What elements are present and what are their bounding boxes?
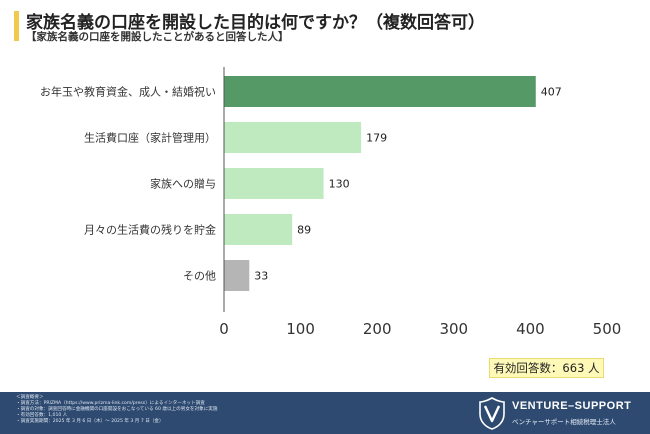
brand-name: VENTURE–SUPPORT: [512, 400, 632, 412]
bar-chart: お年玉や教育資金、成人・結婚祝い 407 生活費口座（家計管理用） 179 家族への贈与…: [40, 67, 622, 338]
x-tick-label: 200: [363, 320, 392, 338]
category-label: 月々の生活費の残りを貯金: [84, 223, 216, 237]
value-label: 130: [329, 178, 350, 191]
x-tick-label: 400: [516, 320, 545, 338]
footer-bar: ＜調査概要＞ ・調査方法：PRIZMA（https://www.prizma-li…: [0, 392, 650, 434]
brand-subtitle: ベンチャーサポート相続税理士法人: [512, 418, 616, 426]
chart-subtitle: 【家族名義の口座を開設したことがあると回答した人】: [26, 31, 289, 43]
bar: [224, 168, 324, 199]
x-tick-label: 0: [219, 320, 229, 338]
v-shield-logo-icon: [479, 397, 505, 430]
bar: [224, 122, 362, 153]
category-label: 生活費口座（家計管理用）: [84, 131, 216, 145]
value-label: 407: [541, 86, 562, 99]
value-label: 33: [254, 270, 268, 283]
survey-note-line: ・調査方法：PRIZMA（https://www.prizma-link.com…: [16, 401, 205, 406]
x-tick-label: 100: [286, 320, 315, 338]
bar: [224, 260, 250, 291]
chart-title: 家族名義の口座を開設した目的は何ですか？（複数回答可）: [26, 13, 485, 33]
survey-note-line: ・調査の対象：調査回答時に金融機関の口座開設をおこなっている 60 歳以上の男女…: [16, 407, 218, 412]
bar: [224, 214, 293, 245]
survey-note-line: ＜調査概要＞: [16, 395, 44, 400]
total-respondents-badge: 有効回答数：663 人: [489, 358, 604, 378]
title-accent-bar: [14, 11, 19, 41]
survey-note-line: ・有効回答数：1,010 人: [16, 413, 68, 418]
survey-notes: ＜調査概要＞ ・調査方法：PRIZMA（https://www.prizma-li…: [16, 395, 217, 425]
category-label: その他: [183, 270, 216, 283]
x-tick-label: 500: [593, 320, 622, 338]
value-label: 179: [366, 132, 387, 145]
bar: [224, 76, 536, 107]
category-label: 家族への贈与: [150, 177, 216, 191]
category-label: お年玉や教育資金、成人・結婚祝い: [40, 85, 216, 99]
x-tick-label: 300: [439, 320, 468, 338]
value-label: 89: [297, 224, 311, 237]
survey-note-line: ・調査実施期間：2025 年 3 月 6 日（木）～ 2025 年 3 月 7 …: [16, 419, 164, 424]
